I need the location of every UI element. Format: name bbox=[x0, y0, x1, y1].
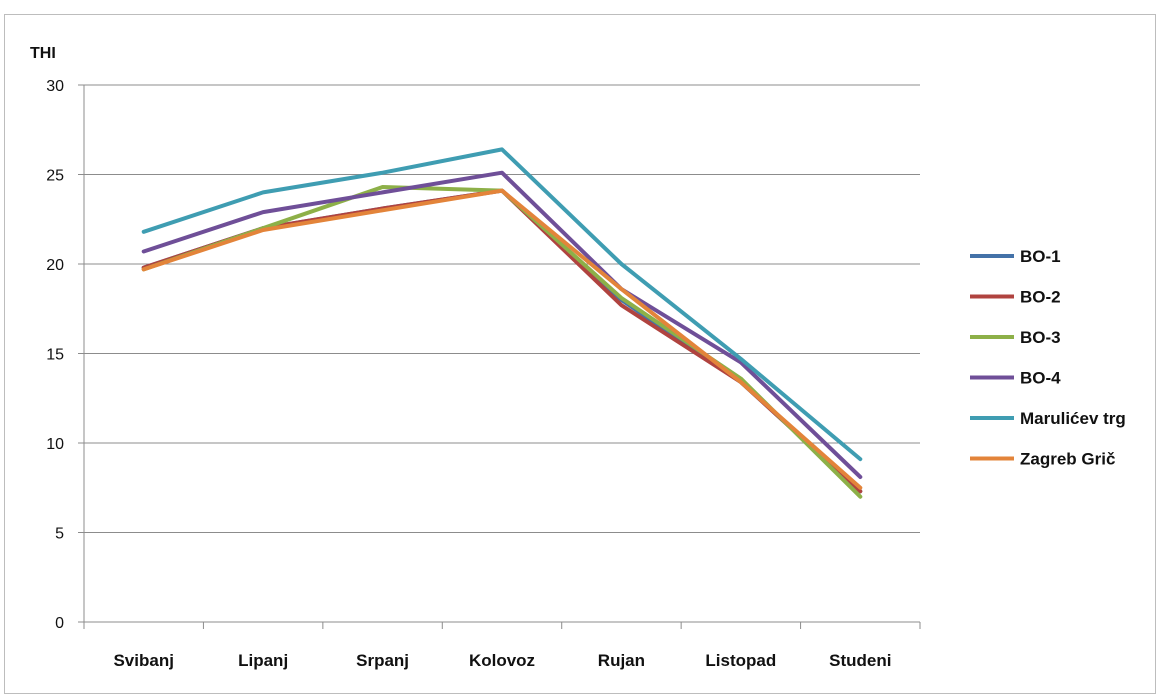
x-tick-label: Srpanj bbox=[356, 651, 409, 670]
legend-label: BO-4 bbox=[1020, 369, 1061, 388]
y-tick-label: 5 bbox=[55, 526, 64, 543]
x-tick-label: Svibanj bbox=[113, 651, 173, 670]
legend-label: BO-1 bbox=[1020, 247, 1061, 266]
legend-label: Marulićev trg bbox=[1020, 409, 1126, 428]
y-tick-label: 20 bbox=[46, 257, 64, 274]
y-axis-label: THI bbox=[30, 45, 56, 62]
x-tick-label: Listopad bbox=[705, 651, 776, 670]
x-tick-label: Lipanj bbox=[238, 651, 288, 670]
series-line-4 bbox=[141, 147, 863, 462]
x-tick-label: Studeni bbox=[829, 651, 891, 670]
y-tick-label: 15 bbox=[46, 347, 64, 364]
legend: BO-1 BO-2 BO-3 BO-4 Marulićev trg Zagreb Grič bbox=[970, 247, 1126, 469]
legend-label: Zagreb Grič bbox=[1020, 450, 1115, 469]
x-tick-label: Kolovoz bbox=[469, 651, 535, 670]
series-line-3 bbox=[141, 170, 863, 479]
y-tick-label: 30 bbox=[46, 78, 64, 95]
series-lines bbox=[141, 147, 863, 499]
axes: 0 5 10 15 20 25 30 Svibanj Lipanj Srpanj Kolovoz Ru… bbox=[30, 45, 921, 670]
legend-label: BO-2 bbox=[1020, 288, 1061, 307]
series-line-5 bbox=[141, 188, 863, 490]
x-tick-label: Rujan bbox=[598, 651, 645, 670]
legend-label: BO-3 bbox=[1020, 328, 1061, 347]
y-tick-label: 25 bbox=[46, 168, 64, 185]
y-tick-label: 0 bbox=[55, 615, 64, 632]
y-tick-label: 10 bbox=[46, 436, 64, 453]
